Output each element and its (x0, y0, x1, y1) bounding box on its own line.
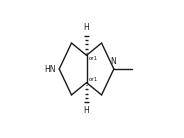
Text: HN: HN (44, 64, 56, 74)
Text: or1: or1 (89, 77, 98, 82)
Text: or1: or1 (89, 56, 98, 61)
Text: H: H (84, 106, 89, 115)
Text: H: H (84, 23, 89, 32)
Text: N: N (110, 57, 116, 66)
